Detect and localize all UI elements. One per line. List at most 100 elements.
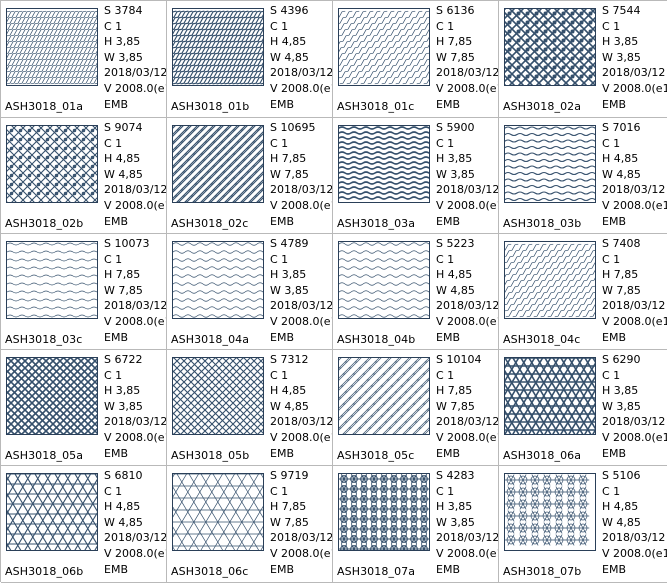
- file-format: EMB: [436, 562, 460, 576]
- file-name: ASH3018_06c: [171, 565, 249, 578]
- file-format: EMB: [104, 446, 128, 460]
- stitch-count: S 4396: [270, 4, 309, 17]
- file-thumbnail-item[interactable]: S 7016 C 1 H 4,85 W 4,85 2018/03/12 V 2008.0(…: [499, 118, 667, 234]
- file-thumbnail-item[interactable]: S 6136 C 1 H 7,85 W 7,85 2018/03/12 V 2008.0(…: [333, 1, 499, 118]
- color-count: C 1: [436, 368, 455, 382]
- file-info-block: S 7016 C 1 H 4,85 W 4,85 2018/03/12 V 2008.0(…: [602, 120, 667, 229]
- embroidery-preview-image: [172, 125, 264, 203]
- file-thumbnail-item[interactable]: S 7312 C 1 H 4,85 W 4,85 2018/03/12 V 2008.0(…: [167, 350, 333, 466]
- embroidery-preview-image: [504, 125, 596, 203]
- width-value: W 7,85: [602, 283, 641, 297]
- color-count: C 1: [602, 484, 621, 498]
- file-info-block: S 4789 C 1 H 3,85 W 3,85 2018/03/12 V 2008.0(…: [270, 236, 332, 345]
- height-value: H 7,85: [602, 268, 639, 282]
- embroidery-preview-image: [338, 125, 430, 203]
- file-info-block: S 10073 C 1 H 7,85 W 7,85 2018/03/12 V 2008.0…: [104, 236, 166, 345]
- file-info-block: S 6136 C 1 H 7,85 W 7,85 2018/03/12 V 2008.0(…: [436, 3, 499, 112]
- embroidery-preview-image: [504, 8, 596, 86]
- software-version: V 2008.0(e1: [270, 546, 333, 560]
- file-thumbnail-item[interactable]: S 10073 C 1 H 7,85 W 7,85 2018/03/12 V 2008.0…: [1, 234, 167, 350]
- color-count: C 1: [270, 136, 289, 150]
- width-value: W 3,85: [602, 399, 641, 413]
- embroidery-preview-image: [6, 241, 98, 319]
- height-value: H 3,85: [104, 35, 141, 49]
- stitch-count: S 3784: [104, 4, 143, 17]
- file-thumbnail-item[interactable]: S 4789 C 1 H 3,85 W 3,85 2018/03/12 V 2008.0(…: [167, 234, 333, 350]
- file-format: EMB: [436, 97, 460, 111]
- file-format: EMB: [602, 214, 626, 228]
- software-version: V 2008.0(e1: [436, 81, 499, 95]
- file-info-block: S 10104 C 1 H 7,85 W 7,85 2018/03/12 V 2008.0…: [436, 352, 498, 461]
- stitch-count: S 7312: [270, 353, 309, 366]
- file-thumbnail-item[interactable]: S 4283 C 1 H 3,85 W 3,85 2018/03/12 V 2008.0(…: [333, 466, 499, 583]
- file-thumbnail-item[interactable]: S 7544 C 1 H 3,85 W 3,85 2018/03/12 V 2008.0(…: [499, 1, 667, 118]
- software-version: V 2008.0(e1: [602, 314, 667, 328]
- file-info-block: S 4396 C 1 H 4,85 W 4,85 2018/03/12 V 2008.0(…: [270, 3, 332, 112]
- file-name: ASH3018_02a: [503, 100, 582, 113]
- file-info-block: S 6290 C 1 H 3,85 W 3,85 2018/03/12 V 2008.0(…: [602, 352, 667, 461]
- file-thumbnail-item[interactable]: S 4396 C 1 H 4,85 W 4,85 2018/03/12 V 2008.0(…: [167, 1, 333, 118]
- file-info-block: S 3784 C 1 H 3,85 W 3,85 2018/03/12 V 2008.0(…: [104, 3, 166, 112]
- file-info-block: S 7408 C 1 H 7,85 W 7,85 2018/03/12 V 2008.0(…: [602, 236, 667, 345]
- file-name: ASH3018_04b: [337, 333, 416, 346]
- software-version: V 2008.0(e1: [104, 430, 167, 444]
- stitch-count: S 6810: [104, 469, 143, 482]
- embroidery-preview-image: [172, 357, 264, 435]
- color-count: C 1: [602, 19, 621, 33]
- software-version: V 2008.0(e1: [436, 314, 499, 328]
- width-value: W 7,85: [270, 515, 309, 529]
- file-thumbnail-item[interactable]: S 3784 C 1 H 3,85 W 3,85 2018/03/12 V 2008.0(…: [1, 1, 167, 118]
- file-thumbnail-item[interactable]: S 5900 C 1 H 3,85 W 3,85 2018/03/12 V 2008.0(…: [333, 118, 499, 234]
- stitch-count: S 7016: [602, 121, 641, 134]
- stitch-count: S 4789: [270, 237, 309, 250]
- file-info-block: S 9719 C 1 H 7,85 W 7,85 2018/03/12 V 2008.0(…: [270, 468, 333, 577]
- stitch-count: S 10104: [436, 353, 482, 366]
- software-version: V 2008.0(e1: [270, 198, 333, 212]
- embroidery-preview-image: [338, 241, 430, 319]
- file-format: EMB: [270, 562, 294, 576]
- color-count: C 1: [104, 484, 123, 498]
- file-thumbnail-item[interactable]: S 6722 C 1 H 3,85 W 3,85 2018/03/12 V 2008.0(…: [1, 350, 167, 466]
- file-thumbnail-item[interactable]: S 5106 C 1 H 4,85 W 4,85 2018/03/12 V 2008.0(…: [499, 466, 667, 583]
- height-value: H 4,85: [104, 152, 141, 166]
- file-thumbnail-item[interactable]: S 9074 C 1 H 4,85 W 4,85 2018/03/12 V 2008.0(…: [1, 118, 167, 234]
- file-format: EMB: [436, 330, 460, 344]
- file-thumbnail-item[interactable]: S 7408 C 1 H 7,85 W 7,85 2018/03/12 V 2008.0(…: [499, 234, 667, 350]
- file-format: EMB: [602, 97, 626, 111]
- height-value: H 7,85: [436, 35, 473, 49]
- file-name: ASH3018_06a: [503, 449, 582, 462]
- file-thumbnail-item[interactable]: S 10104 C 1 H 7,85 W 7,85 2018/03/12 V 2008.0…: [333, 350, 499, 466]
- file-thumbnail-item[interactable]: S 6290 C 1 H 3,85 W 3,85 2018/03/12 V 2008.0(…: [499, 350, 667, 466]
- software-version: V 2008.0(e1: [104, 546, 167, 560]
- stitch-count: S 7544: [602, 4, 641, 17]
- file-format: EMB: [270, 97, 294, 111]
- height-value: H 3,85: [270, 268, 307, 282]
- height-value: H 4,85: [602, 152, 639, 166]
- color-count: C 1: [104, 136, 123, 150]
- file-format: EMB: [270, 214, 294, 228]
- file-thumbnail-item[interactable]: S 10695 C 1 H 7,85 W 7,85 2018/03/12 V 2008.0…: [167, 118, 333, 234]
- file-name: ASH3018_02c: [171, 217, 249, 230]
- file-thumbnail-item[interactable]: S 9719 C 1 H 7,85 W 7,85 2018/03/12 V 2008.0(…: [167, 466, 333, 583]
- color-count: C 1: [436, 484, 455, 498]
- file-info-block: S 9074 C 1 H 4,85 W 4,85 2018/03/12 V 2008.0(…: [104, 120, 167, 229]
- file-info-block: S 10695 C 1 H 7,85 W 7,85 2018/03/12 V 2008.0…: [270, 120, 333, 229]
- file-date: 2018/03/12: [436, 66, 499, 80]
- embroidery-preview-image: [172, 473, 264, 551]
- file-format: EMB: [104, 97, 128, 111]
- height-value: H 4,85: [270, 35, 307, 49]
- embroidery-preview-image: [6, 125, 98, 203]
- file-date: 2018/03/12: [104, 183, 167, 197]
- stitch-count: S 5223: [436, 237, 475, 250]
- file-name: ASH3018_03a: [337, 217, 416, 230]
- file-format: EMB: [104, 214, 128, 228]
- file-format: EMB: [602, 562, 626, 576]
- file-thumbnail-item[interactable]: S 6810 C 1 H 4,85 W 4,85 2018/03/12 V 2008.0(…: [1, 466, 167, 583]
- file-thumbnail-item[interactable]: S 5223 C 1 H 4,85 W 4,85 2018/03/12 V 2008.0(…: [333, 234, 499, 350]
- file-date: 2018/03/12: [270, 415, 333, 429]
- file-name: ASH3018_06b: [5, 565, 84, 578]
- stitch-count: S 10695: [270, 121, 316, 134]
- width-value: W 4,85: [104, 167, 143, 181]
- height-value: H 7,85: [270, 500, 307, 514]
